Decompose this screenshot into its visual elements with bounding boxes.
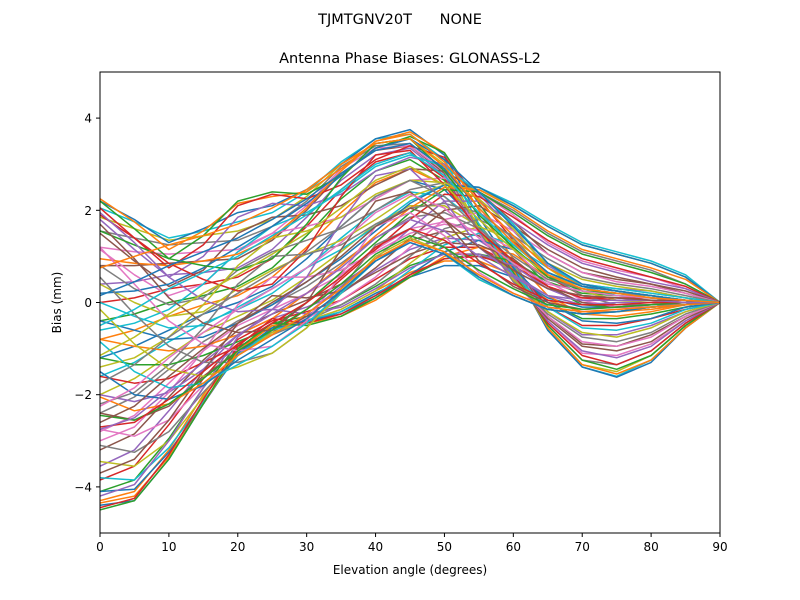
y-tick-label: −4 [74,480,92,494]
x-axis-ticks: 0 10 20 30 40 50 60 70 80 90 [96,533,728,554]
y-tick-label: 4 [84,112,92,126]
x-tick-label: 20 [230,540,245,554]
x-tick-label: 70 [575,540,590,554]
series-line [100,234,720,421]
y-tick-label: −2 [74,388,92,402]
series-line [100,218,720,454]
series-line [100,227,720,428]
y-tick-label: 0 [84,296,92,310]
chart-title: Antenna Phase Biases: GLONASS-L2 [279,51,541,67]
y-tick-label: 2 [84,204,92,218]
series-line [100,184,720,341]
x-tick-label: 30 [299,540,314,554]
plot-series-group [100,128,720,511]
x-tick-label: 10 [161,540,176,554]
series-line [100,225,720,467]
series-line [100,218,720,431]
series-line [100,232,720,481]
x-axis-label: Elevation angle (degrees) [333,563,487,577]
series-line [100,142,720,304]
y-axis-ticks: −4 −2 0 2 4 [74,112,100,494]
series-line [100,181,720,306]
series-line [100,131,720,318]
x-tick-label: 40 [368,540,383,554]
x-tick-label: 0 [96,540,104,554]
y-axis-label: Bias (mm) [50,272,64,334]
series-line [100,239,720,412]
series-line [100,184,720,329]
series-line [100,138,720,304]
x-tick-label: 60 [506,540,521,554]
series-line [100,158,720,371]
series-line [100,128,720,324]
plot-area-frame [99,71,721,534]
series-line [100,168,720,313]
series-line [100,241,720,401]
series-line [100,193,720,407]
x-tick-label: 50 [437,540,452,554]
x-tick-label: 90 [712,540,727,554]
series-line [100,207,720,424]
figure-suptitle: TJMTGNV20T NONE [317,12,482,28]
x-tick-label: 80 [643,540,658,554]
